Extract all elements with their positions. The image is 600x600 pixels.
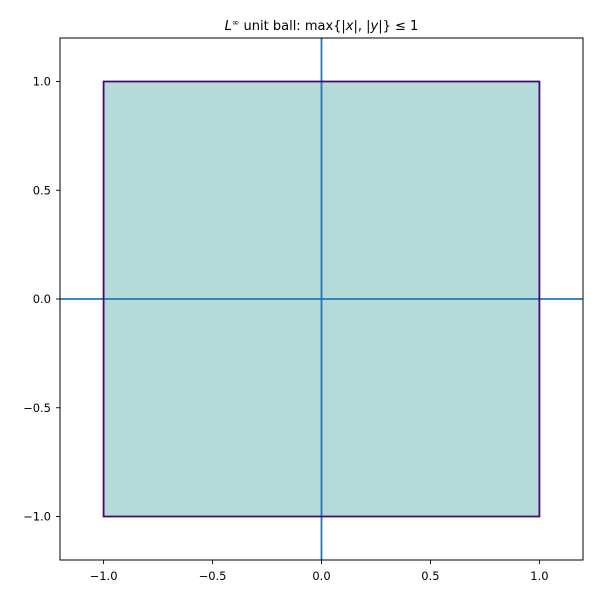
title-text-segment: unit ball: max{| xyxy=(239,19,345,34)
x-axis-tick-label: 0.0 xyxy=(312,569,330,583)
title-text-segment: |, | xyxy=(354,19,371,34)
x-axis-tick-label: 0.5 xyxy=(421,569,439,583)
x-axis-tick-label: 1.0 xyxy=(530,569,548,583)
x-axis-tick-label: −0.5 xyxy=(199,569,227,583)
x-axis-tick-label: −1.0 xyxy=(90,569,118,583)
title-text-segment: L xyxy=(225,19,232,34)
title-superscript: ∞ xyxy=(232,19,240,29)
y-axis-tick-label: 0.0 xyxy=(33,292,51,306)
title-text-segment: x xyxy=(345,19,354,34)
title-text-segment: y xyxy=(370,19,379,34)
y-axis-tick-label: 0.5 xyxy=(33,183,51,197)
unit-ball-border xyxy=(102,80,541,518)
title-text-segment: |} ≤ 1 xyxy=(378,19,418,34)
plot-title: L∞ unit ball: max{|x|, |y|} ≤ 1 xyxy=(225,19,419,35)
y-axis-tick-label: −0.5 xyxy=(23,401,51,415)
y-axis-tick-label: 1.0 xyxy=(33,75,51,89)
y-axis-tick-label: −1.0 xyxy=(23,510,51,524)
